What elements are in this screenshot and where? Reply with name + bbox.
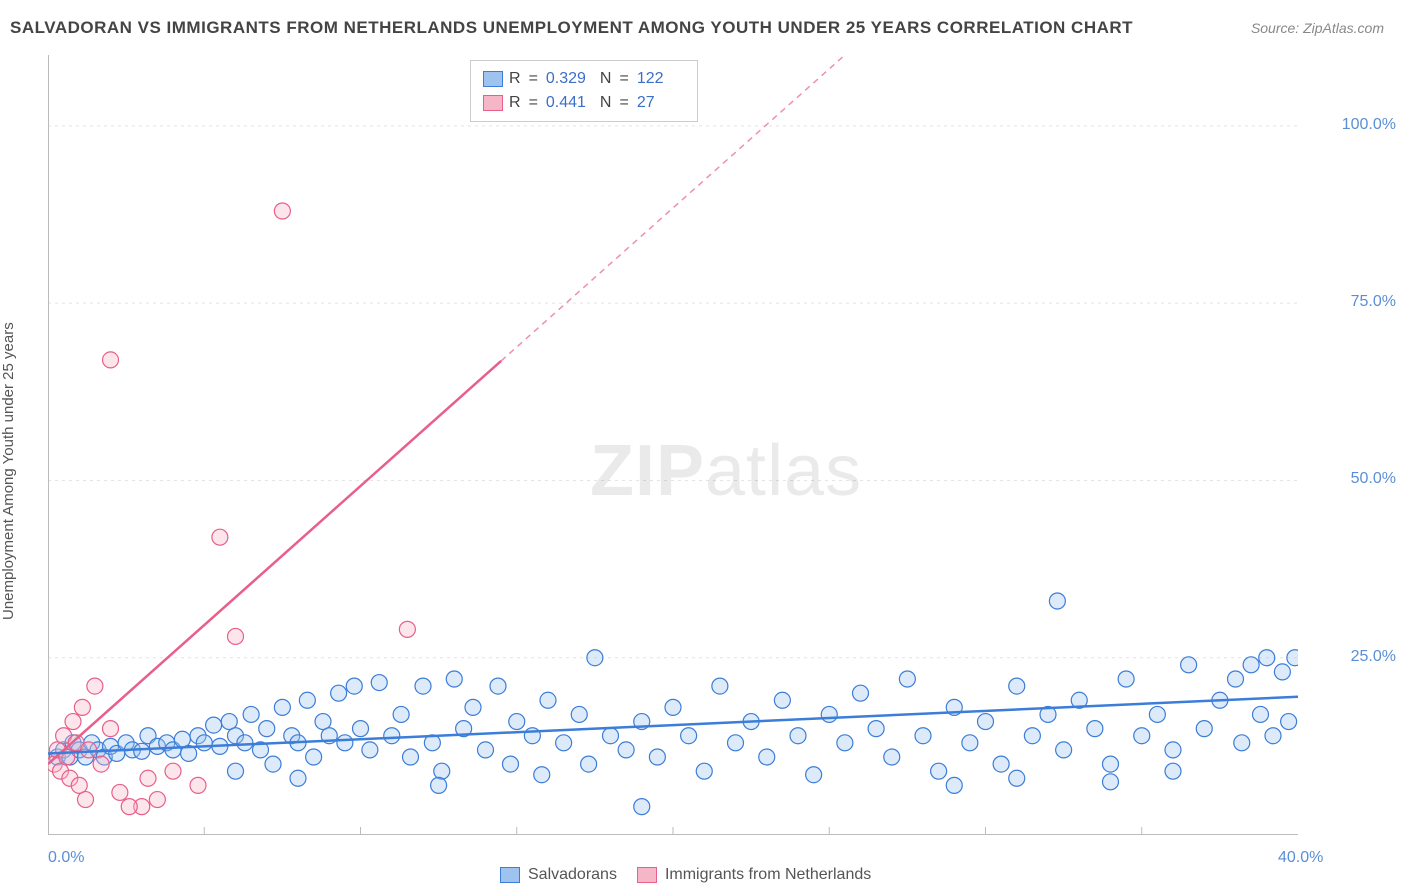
r-label: R — [509, 67, 521, 91]
y-tick-label: 50.0% — [1306, 470, 1396, 488]
swatch-pink — [483, 95, 503, 111]
correlation-legend-row-pink: R = 0.441 N = 27 — [483, 91, 685, 115]
swatch-pink — [637, 867, 657, 883]
correlation-legend: R = 0.329 N = 122 R = 0.441 N = 27 — [470, 60, 698, 122]
n-label: N — [600, 67, 612, 91]
r-label: R — [509, 91, 521, 115]
eq-sign: = — [619, 67, 628, 91]
swatch-blue — [483, 71, 503, 87]
n-label: N — [600, 91, 612, 115]
y-tick-label: 25.0% — [1306, 648, 1396, 666]
series-legend-pink: Immigrants from Netherlands — [637, 866, 871, 884]
y-axis-label: Unemployment Among Youth under 25 years — [0, 322, 17, 620]
y-tick-label: 75.0% — [1306, 293, 1396, 311]
n-value-blue: 122 — [637, 67, 685, 91]
swatch-blue — [500, 867, 520, 883]
x-tick-label: 40.0% — [1278, 849, 1323, 867]
series-name-blue: Salvadorans — [528, 866, 617, 884]
series-legend-blue: Salvadorans — [500, 866, 617, 884]
correlation-legend-row-blue: R = 0.329 N = 122 — [483, 67, 685, 91]
n-value-pink: 27 — [637, 91, 685, 115]
x-tick-label: 0.0% — [48, 849, 84, 867]
series-name-pink: Immigrants from Netherlands — [665, 866, 871, 884]
plot-svg — [48, 55, 1298, 835]
eq-sign: = — [529, 91, 538, 115]
r-value-blue: 0.329 — [546, 67, 594, 91]
chart-title: SALVADORAN VS IMMIGRANTS FROM NETHERLAND… — [10, 18, 1133, 38]
chart-container: SALVADORAN VS IMMIGRANTS FROM NETHERLAND… — [0, 0, 1406, 892]
y-tick-label: 100.0% — [1306, 116, 1396, 134]
eq-sign: = — [529, 67, 538, 91]
series-legend: Salvadorans Immigrants from Netherlands — [500, 866, 871, 884]
eq-sign: = — [619, 91, 628, 115]
r-value-pink: 0.441 — [546, 91, 594, 115]
source-credit: Source: ZipAtlas.com — [1251, 20, 1384, 36]
plot-area — [48, 55, 1298, 835]
